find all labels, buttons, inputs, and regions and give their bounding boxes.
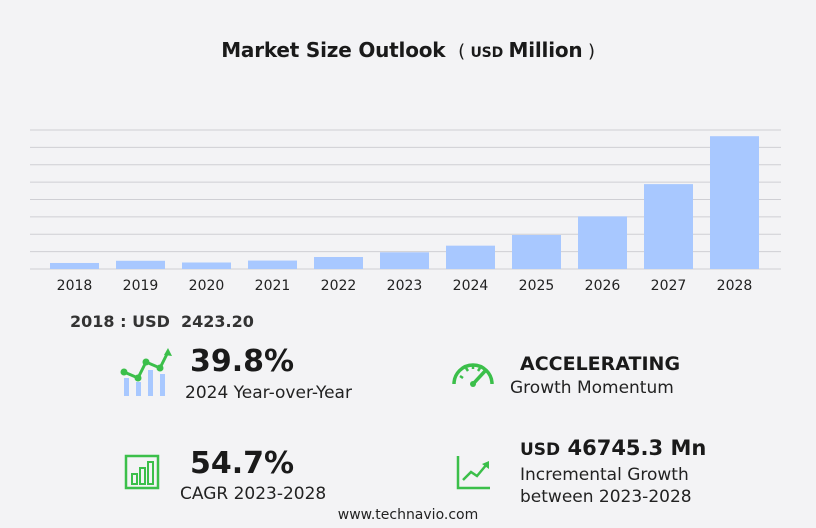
bar-2023: [380, 252, 429, 269]
x-tick-label: 2018: [57, 278, 93, 294]
incremental-label-line1: Incremental Growth: [520, 465, 689, 485]
x-tick-label: 2028: [717, 278, 753, 294]
bar-2021: [248, 260, 297, 269]
cagr-label: CAGR 2023-2028: [180, 484, 327, 504]
x-tick-label: 2020: [189, 278, 225, 294]
yoy-value: 39.8%: [190, 344, 295, 379]
bar-2019: [116, 260, 165, 269]
x-tick-label: 2021: [255, 278, 291, 294]
growth-chart-icon: [120, 348, 172, 396]
momentum-label: Growth Momentum: [510, 378, 674, 398]
footer-url: www.technavio.com: [337, 507, 479, 523]
bar-2027: [644, 184, 693, 269]
x-tick-label: 2026: [585, 278, 621, 294]
title-main: Market Size Outlook: [221, 38, 446, 62]
x-tick-label: 2024: [453, 278, 489, 294]
bar-2020: [182, 262, 231, 269]
bar-2028: [710, 136, 759, 269]
x-tick-label: 2025: [519, 278, 555, 294]
bar-2026: [578, 216, 627, 269]
bar-2018: [50, 262, 99, 269]
x-tick-label: 2022: [321, 278, 357, 294]
incremental-value: USD 46745.3 Mn: [520, 436, 707, 460]
yoy-label: 2024 Year-over-Year: [185, 383, 352, 403]
bar-2024: [446, 245, 495, 269]
momentum-value: ACCELERATING: [520, 353, 681, 375]
x-tick-label: 2023: [387, 278, 423, 294]
incremental-label-line2: between 2023-2028: [520, 487, 692, 507]
title-unit: ( USD Million ): [458, 38, 595, 62]
bar-chart: 2018 2019 2020 2021 2022 2023 2024 2025 2026 2027…: [30, 129, 781, 294]
trend-up-icon: [456, 456, 490, 490]
chart-title: Market Size Outlook ( USD Million ): [0, 38, 816, 62]
speedometer-icon: [452, 363, 494, 387]
bar-chart-icon: [124, 454, 160, 490]
bar-2025: [512, 234, 561, 269]
stats-panel: 39.8% 2024 Year-over-Year ACCELERATING G…: [32, 336, 794, 507]
bar-2022: [314, 257, 363, 269]
x-tick-label: 2019: [123, 278, 159, 294]
x-tick-label: 2027: [651, 278, 687, 294]
cagr-value: 54.7%: [190, 446, 295, 481]
base-year-value: 2018 : USD 2423.20: [70, 312, 254, 331]
